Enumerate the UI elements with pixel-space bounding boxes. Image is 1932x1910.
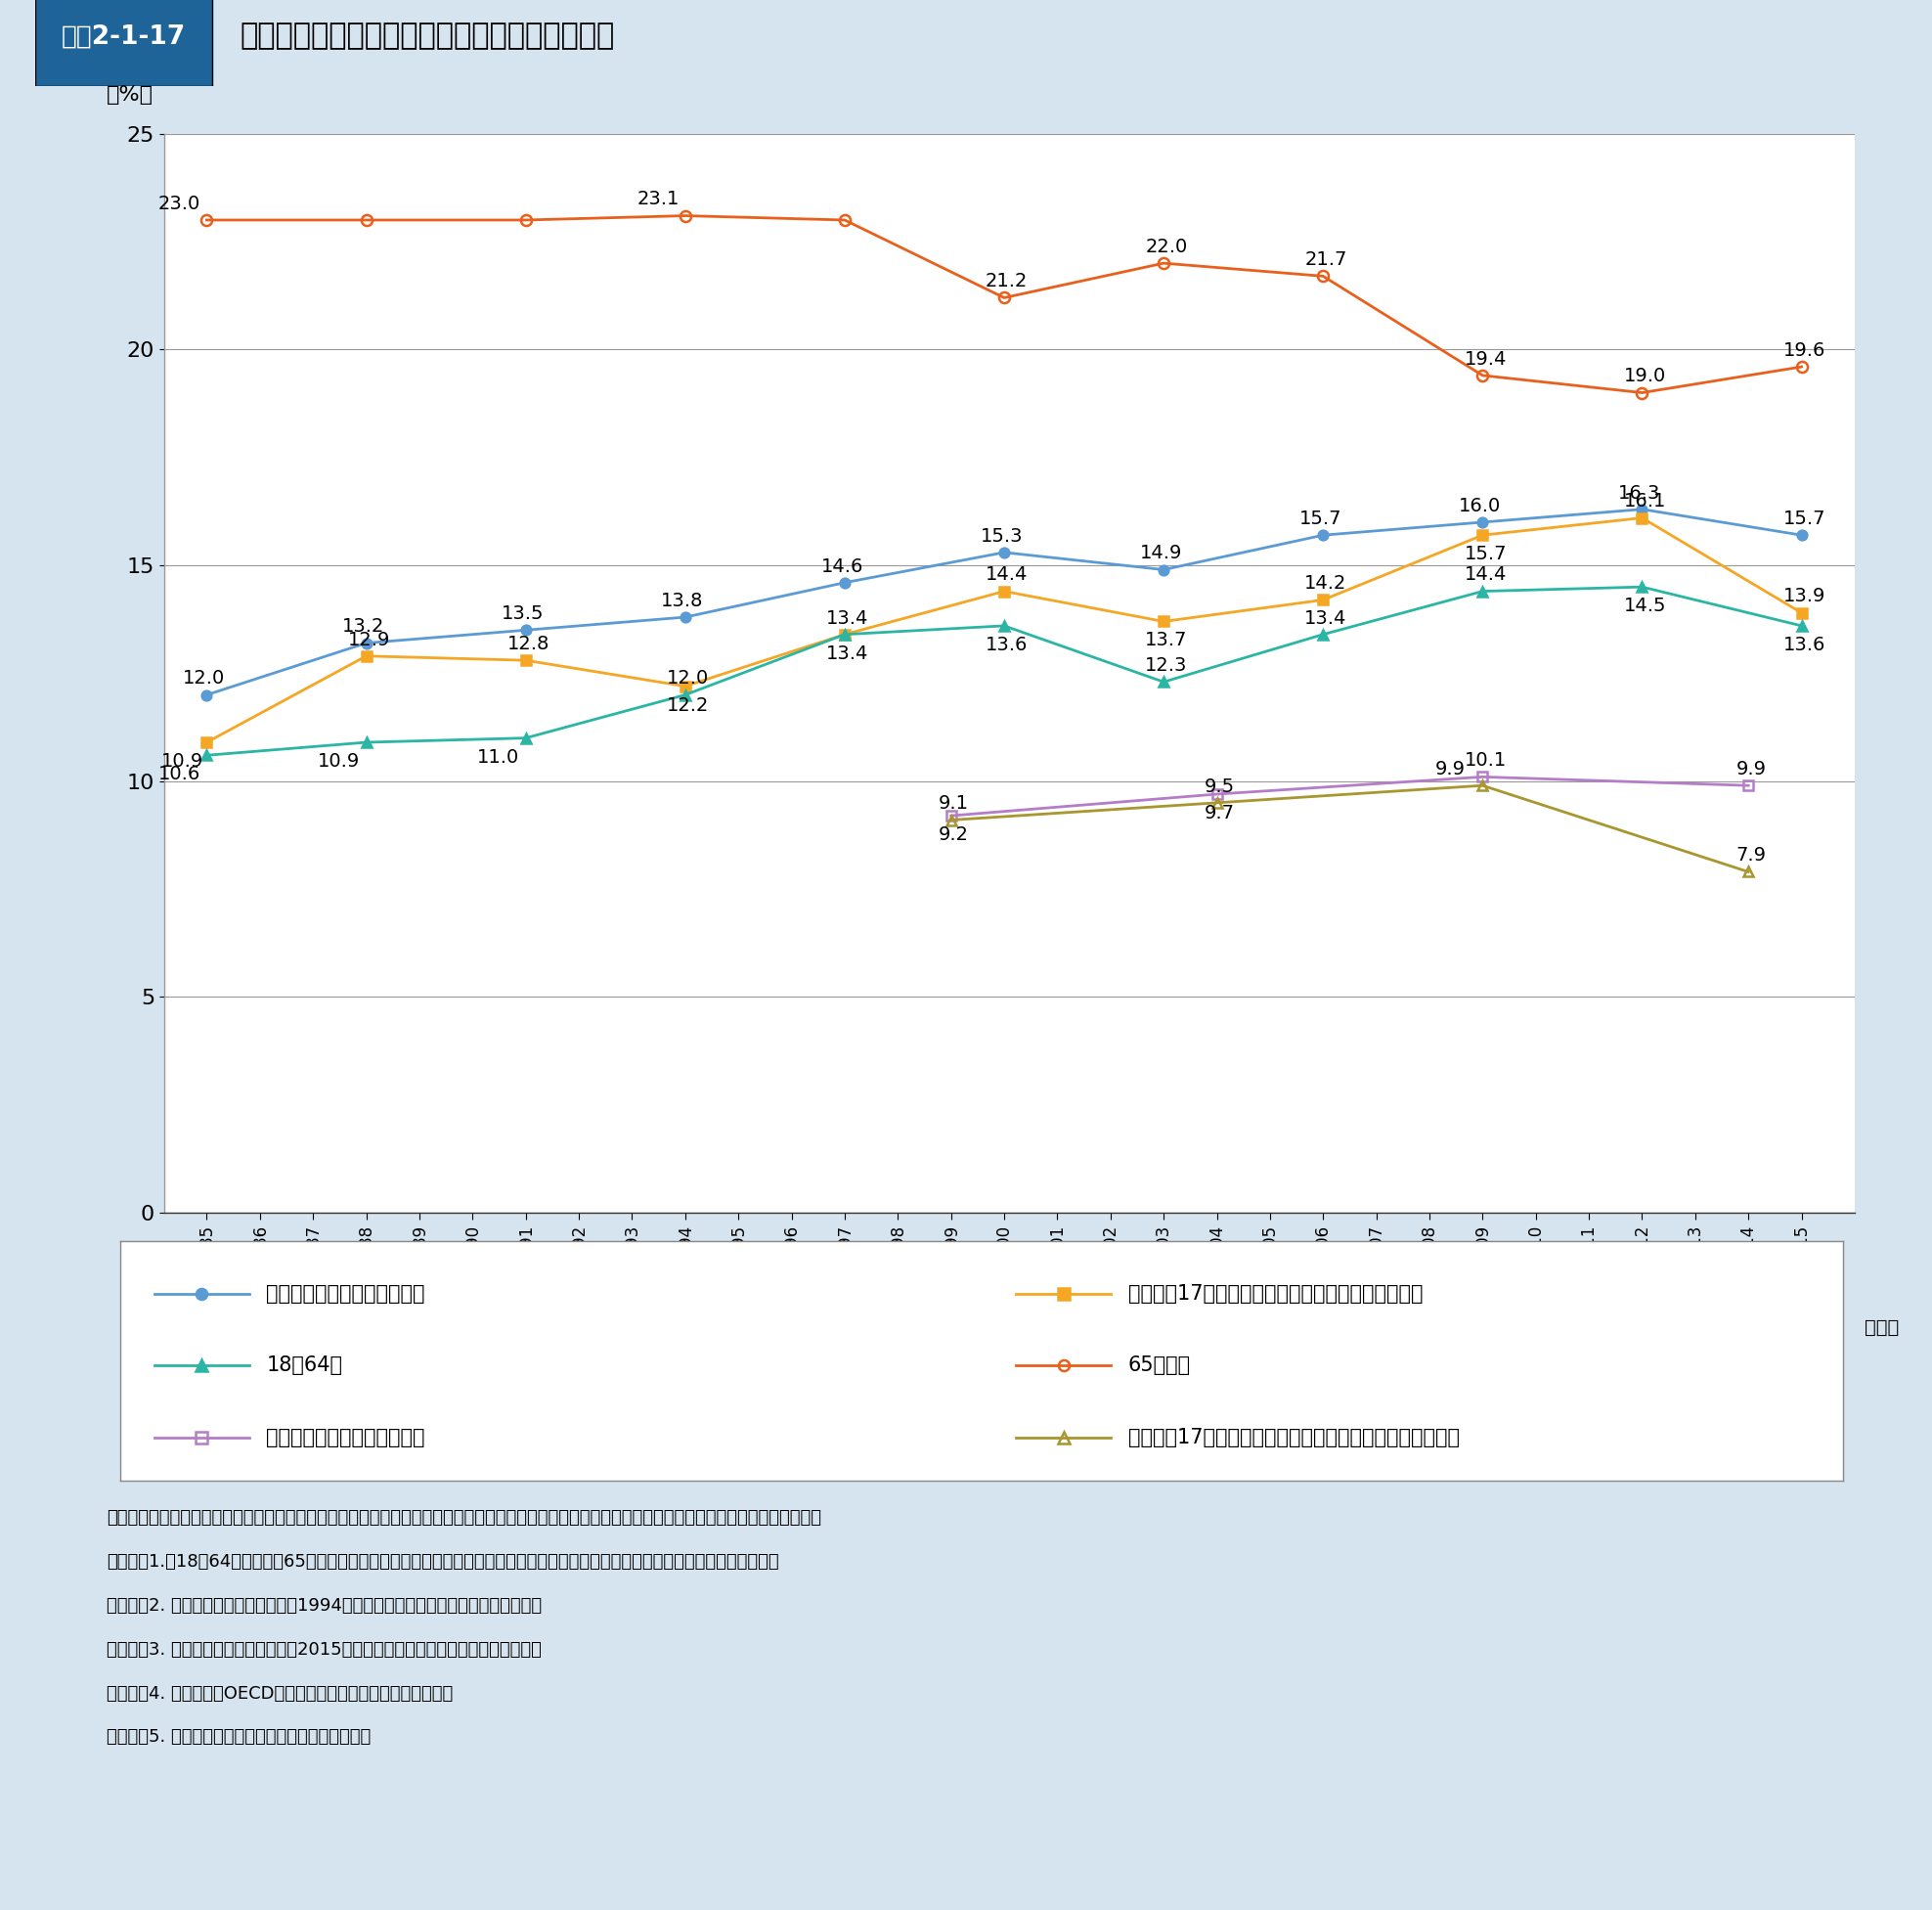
Text: 16.3: 16.3	[1619, 483, 1662, 502]
Text: 12.0: 12.0	[667, 668, 709, 688]
Text: 23.0: 23.0	[158, 195, 201, 214]
Text: 12.3: 12.3	[1146, 657, 1188, 674]
Text: 13.7: 13.7	[1146, 630, 1188, 649]
Text: 10.9: 10.9	[319, 753, 359, 770]
Text: 10.6: 10.6	[158, 766, 201, 783]
Text: 15.3: 15.3	[980, 527, 1022, 546]
FancyBboxPatch shape	[35, 0, 213, 86]
Text: 9.7: 9.7	[1204, 804, 1235, 823]
Text: 18〜64歳: 18〜64歳	[267, 1356, 342, 1375]
Text: 14.2: 14.2	[1304, 575, 1347, 592]
Text: 5. 等価可処分所得金額不詳の世帯員は除く。: 5. 等価可処分所得金額不詳の世帯員は除く。	[106, 1729, 371, 1746]
Text: 資料：厚生労働省政策統括官付世帯統計室「国民生活基礎調査」及び総務省統計局「全国消費実態調査」より厚生労働省政策統括官付政策評価官室作成: 資料：厚生労働省政策統括官付世帯統計室「国民生活基礎調査」及び総務省統計局「全国…	[106, 1509, 821, 1526]
Text: 14.5: 14.5	[1623, 596, 1665, 615]
Text: 年齢計（国民生活基礎調査）: 年齢計（国民生活基礎調査）	[267, 1284, 425, 1305]
Text: 4. 貧困率は、OECDの作成基準に基づいて算出している。: 4. 貧困率は、OECDの作成基準に基づいて算出している。	[106, 1685, 452, 1702]
Text: 21.2: 21.2	[985, 271, 1028, 290]
Text: （年）: （年）	[1864, 1318, 1899, 1337]
Text: 13.2: 13.2	[342, 617, 384, 636]
Text: 19.6: 19.6	[1783, 342, 1826, 359]
Text: 7.9: 7.9	[1737, 846, 1766, 865]
Text: 世帯員の年齢階級別にみた相対的貧困率　推移: 世帯員の年齢階級別にみた相対的貧困率 推移	[240, 23, 614, 50]
Text: 14.4: 14.4	[1464, 565, 1507, 584]
Text: 10.1: 10.1	[1464, 751, 1507, 770]
Text: 13.9: 13.9	[1783, 586, 1826, 605]
Text: 12.0: 12.0	[184, 668, 226, 688]
Text: 22.0: 22.0	[1146, 237, 1188, 256]
Text: 9.5: 9.5	[1204, 777, 1235, 796]
Text: 12.9: 12.9	[348, 630, 390, 649]
Text: （%）: （%）	[106, 86, 153, 105]
Text: 15.7: 15.7	[1783, 510, 1826, 529]
Text: 15.7: 15.7	[1298, 510, 1341, 529]
Text: 13.4: 13.4	[827, 644, 869, 663]
Text: 13.8: 13.8	[661, 592, 703, 609]
Text: 13.6: 13.6	[1783, 636, 1826, 653]
Text: 9.1: 9.1	[939, 795, 968, 814]
Text: （注）　1.「18〜64歳」及び「65歳以上」の数値については、「国民生活基礎調査」より厚生労働省政策統括官付政策評価官室作成。: （注） 1.「18〜64歳」及び「65歳以上」の数値については、「国民生活基礎調…	[106, 1553, 779, 1570]
Text: 9.9: 9.9	[1435, 760, 1464, 779]
Text: 65歳以上: 65歳以上	[1128, 1356, 1190, 1375]
Text: 21.7: 21.7	[1304, 250, 1347, 269]
Text: 子ども（17歳以下）の貧困率（国民生活基礎調査）: 子ども（17歳以下）の貧困率（国民生活基礎調査）	[1128, 1284, 1422, 1305]
Text: 14.4: 14.4	[985, 565, 1028, 584]
Text: 2. 国民生活基礎調査に関する1994年の数値は、兵庫県を除いたものである。: 2. 国民生活基礎調査に関する1994年の数値は、兵庫県を除いたものである。	[106, 1597, 541, 1614]
Text: 図表2-1-17: 図表2-1-17	[62, 23, 185, 50]
Text: 14.6: 14.6	[821, 558, 864, 575]
Text: 9.2: 9.2	[939, 825, 968, 844]
Text: 19.0: 19.0	[1623, 367, 1665, 386]
Text: 13.5: 13.5	[502, 605, 545, 623]
Text: 12.8: 12.8	[508, 634, 549, 653]
Text: 13.4: 13.4	[827, 609, 869, 626]
Text: 子ども（17歳以下）の相対的貧困率（全国消費実態調査）: 子ども（17歳以下）の相対的貧困率（全国消費実態調査）	[1128, 1427, 1459, 1448]
Text: 15.7: 15.7	[1464, 544, 1507, 563]
Text: 3. 国民生活基礎調査に関する2015年の数値は、熊本県を除いたものである。: 3. 国民生活基礎調査に関する2015年の数値は、熊本県を除いたものである。	[106, 1641, 541, 1658]
Text: 14.9: 14.9	[1140, 544, 1182, 563]
Text: 16.1: 16.1	[1623, 493, 1665, 510]
Text: 16.0: 16.0	[1459, 497, 1501, 516]
Text: 年齢計（全国消費実態調査）: 年齢計（全国消費実態調査）	[267, 1427, 425, 1448]
Text: 13.6: 13.6	[985, 636, 1028, 653]
Text: 10.9: 10.9	[160, 753, 203, 770]
Text: 9.9: 9.9	[1737, 760, 1766, 779]
Text: 13.4: 13.4	[1304, 609, 1347, 626]
Text: 11.0: 11.0	[477, 747, 520, 766]
Text: 19.4: 19.4	[1464, 350, 1507, 369]
Text: 23.1: 23.1	[638, 191, 680, 208]
Text: 12.2: 12.2	[667, 695, 709, 714]
